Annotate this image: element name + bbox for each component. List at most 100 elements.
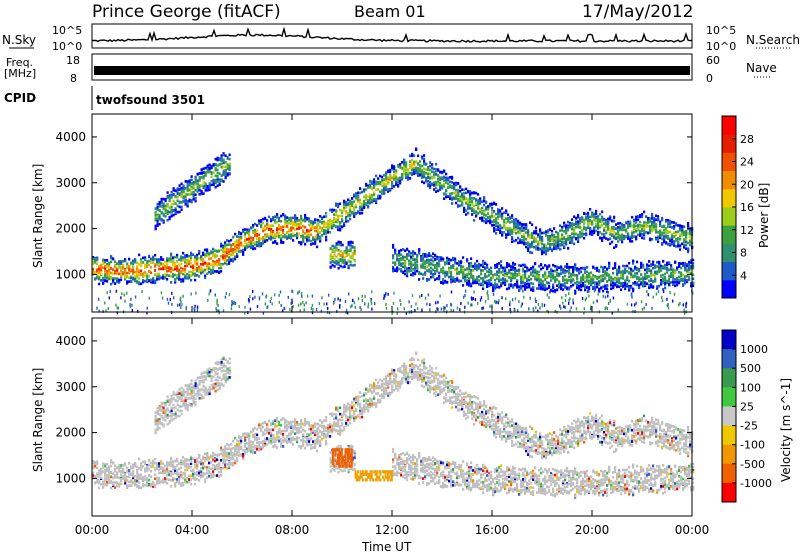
power-cell [296,232,299,235]
power-cell [473,219,476,222]
power-cell [182,258,185,262]
power-cell [178,272,181,275]
power-cell [568,286,571,289]
power-cell [403,172,406,176]
power-cell [92,260,95,264]
power-cell [204,171,207,174]
power-cell [300,242,303,246]
power-cell [200,184,203,187]
power-cell [588,275,591,279]
power-cell [419,173,422,177]
power-cell [419,160,422,163]
power-cell [180,201,183,204]
power-cell [662,288,665,291]
power-cell [644,272,647,276]
power-cell [519,240,522,244]
power-cell [104,260,107,264]
power-cell [208,170,211,174]
power-cell [248,245,251,248]
power-cell [92,257,95,261]
power-cell [365,203,368,207]
power-cell [343,260,346,264]
power-cell [608,278,611,282]
power-cell [542,273,545,277]
power-cell [200,191,203,194]
power-cell [462,274,465,278]
power-cell [154,227,157,231]
power-cell [236,243,239,247]
power-cell [238,235,241,239]
power-cell [671,241,674,244]
power-cell [678,271,681,274]
power-cell [302,240,305,243]
power-cell [531,245,534,248]
power-cell [452,264,455,267]
power-cell [158,214,161,217]
power-cell [650,272,653,275]
power-cell [487,212,490,215]
power-cell [575,217,578,220]
power-cell [506,262,509,265]
power-cell [438,256,441,259]
power-cell [572,265,575,269]
power-cell [118,261,121,265]
power-cell [420,256,423,259]
power-cell [144,274,147,277]
power-cell [280,220,283,223]
power-cell [400,253,403,256]
power-cell [408,262,411,265]
power-cell [369,186,372,189]
power-cell [152,278,155,281]
power-cell [160,262,163,265]
power-cell [661,218,664,222]
power-cell [430,262,433,266]
power-cell [170,270,173,274]
power-cell [198,185,201,189]
power-cell [353,193,356,197]
power-cell [520,276,523,280]
power-cell [166,269,169,273]
power-cell [427,166,430,169]
power-cell [488,279,491,282]
power-cell [671,233,674,236]
power-cell [515,225,518,229]
power-cell [369,199,372,202]
power-cell [608,277,611,280]
power-cell [619,221,622,225]
power-cell [361,208,364,212]
power-cell [186,202,189,205]
power-cell [599,218,602,221]
power-cell [568,268,571,272]
power-cell [417,170,420,174]
power-cell [246,246,249,249]
power-cell [450,273,453,276]
power-cell [530,282,533,285]
power-cell [118,272,121,276]
power-cell [462,276,465,280]
power-cell [651,217,654,220]
power-cell [172,260,175,263]
power-cell [589,230,592,234]
power-cell [604,266,607,269]
power-cell [412,254,415,258]
power-cell [587,216,590,220]
power-cell [110,267,113,270]
power-cell [405,173,408,177]
power-cell [587,211,590,215]
power-cell [665,220,668,223]
power-cell [457,205,460,208]
power-cell [548,274,551,278]
power-cell [238,243,241,247]
power-cell [192,253,195,256]
power-cell [329,218,332,222]
power-cell [602,277,605,281]
power-cell [345,250,348,253]
power-cell [226,243,229,247]
power-cell [567,220,570,224]
power-cell [472,281,475,285]
power-cell [367,184,370,188]
power-cell [651,223,654,226]
power-cell [520,286,523,289]
power-cell [138,277,141,280]
power-cell [526,283,529,286]
